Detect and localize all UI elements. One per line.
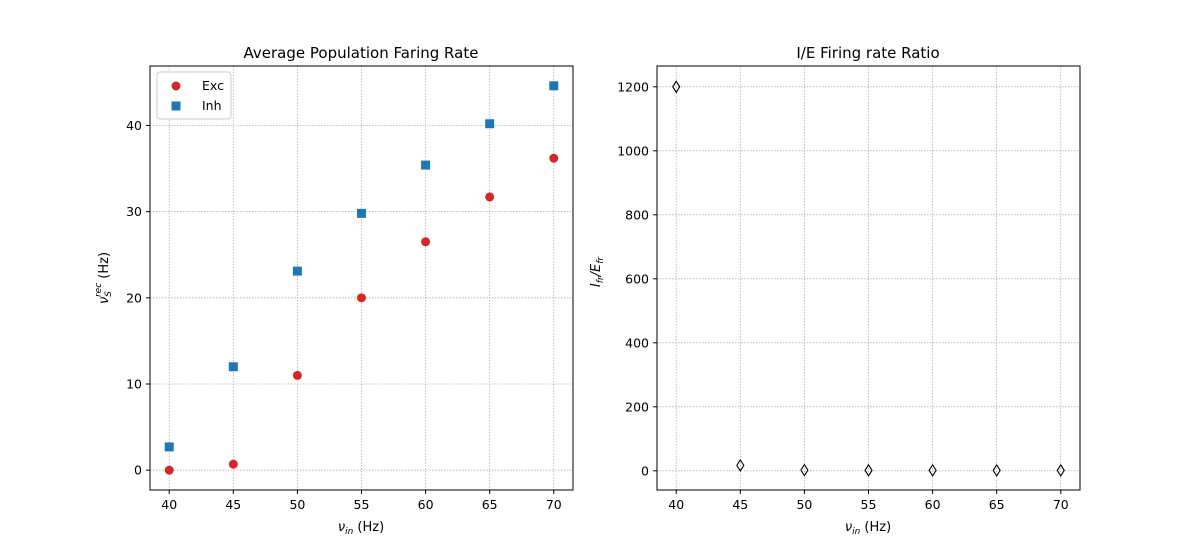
x-tick-label: 70 xyxy=(1053,497,1069,512)
ratio-data-point xyxy=(800,463,809,477)
legend-exc-label: Exc xyxy=(202,78,224,93)
exc-data-point xyxy=(292,370,302,380)
x-tick-label: 65 xyxy=(989,497,1005,512)
y-tick-label: 0 xyxy=(134,463,142,478)
left-data-points xyxy=(164,81,559,475)
ratio-data-point xyxy=(736,458,745,472)
inh-data-point xyxy=(164,442,174,452)
exc-data-point xyxy=(485,192,495,202)
right-ticks: 40 45 50 55 60 65 70 0 200 400 600 800 1000 1200 xyxy=(617,79,1069,512)
y-tick-label: 800 xyxy=(625,207,649,222)
exc-data-point xyxy=(357,293,366,303)
right-plot-title: I/E Firing rate Ratio xyxy=(796,44,939,62)
left-ticks: 40 45 50 55 60 65 70 0 10 20 30 40 xyxy=(126,118,562,512)
x-tick-label: 60 xyxy=(418,497,434,512)
exc-data-point xyxy=(164,465,174,475)
right-subplot: 40 45 50 55 60 65 70 0 200 400 600 800 1000 1200 I/E … xyxy=(589,44,1081,537)
inh-data-point xyxy=(228,362,238,372)
left-subplot: 40 45 50 55 60 65 70 0 10 20 30 40 Average Populati… xyxy=(94,44,574,537)
x-tick-label: 45 xyxy=(732,497,748,512)
x-tick-label: 60 xyxy=(925,497,941,512)
x-tick-label: 40 xyxy=(161,497,177,512)
y-tick-label: 600 xyxy=(625,271,649,286)
ratio-data-point xyxy=(1056,463,1065,477)
ratio-data-point xyxy=(672,80,681,94)
left-axes-frame xyxy=(149,65,574,491)
x-tick-label: 55 xyxy=(861,497,877,512)
right-data-points xyxy=(672,80,1065,477)
inh-data-point xyxy=(549,81,559,91)
exc-data-point xyxy=(549,153,559,163)
inh-data-point xyxy=(485,119,495,129)
right-x-axis-title: νin (Hz) xyxy=(845,520,891,537)
ratio-data-point xyxy=(864,463,873,477)
x-tick-label: 70 xyxy=(546,497,562,512)
left-y-axis-title: νSrec (Hz) xyxy=(94,252,114,304)
inh-data-point xyxy=(292,266,302,276)
y-tick-label: 1200 xyxy=(617,79,649,94)
exc-data-point xyxy=(228,459,238,469)
y-tick-label: 0 xyxy=(641,463,649,478)
x-tick-label: 55 xyxy=(354,497,370,512)
x-tick-label: 50 xyxy=(289,497,305,512)
exc-data-point xyxy=(421,237,431,247)
x-tick-label: 45 xyxy=(225,497,241,512)
legend-exc-marker xyxy=(171,81,181,91)
left-x-axis-title: νin (Hz) xyxy=(338,520,384,537)
legend-inh-marker xyxy=(171,101,181,111)
right-grid xyxy=(657,66,1080,490)
right-axes-frame xyxy=(656,65,1081,491)
inh-data-point xyxy=(421,160,431,170)
left-legend: Exc Inh xyxy=(156,71,232,120)
y-tick-label: 40 xyxy=(126,118,142,133)
y-tick-label: 30 xyxy=(126,204,142,219)
y-tick-label: 20 xyxy=(126,290,142,305)
y-tick-label: 1000 xyxy=(617,143,649,158)
ratio-data-point xyxy=(992,463,1001,477)
ratio-data-point xyxy=(928,463,937,477)
x-tick-label: 65 xyxy=(482,497,498,512)
x-tick-label: 50 xyxy=(796,497,812,512)
x-tick-label: 40 xyxy=(668,497,684,512)
y-tick-label: 10 xyxy=(126,377,142,392)
y-tick-label: 400 xyxy=(625,335,649,350)
inh-data-point xyxy=(357,208,366,218)
y-tick-label: 200 xyxy=(625,399,649,414)
legend-inh-label: Inh xyxy=(202,98,222,113)
left-plot-title: Average Population Faring Rate xyxy=(244,44,479,62)
right-y-axis-title: Ifr/Efr xyxy=(589,256,606,287)
